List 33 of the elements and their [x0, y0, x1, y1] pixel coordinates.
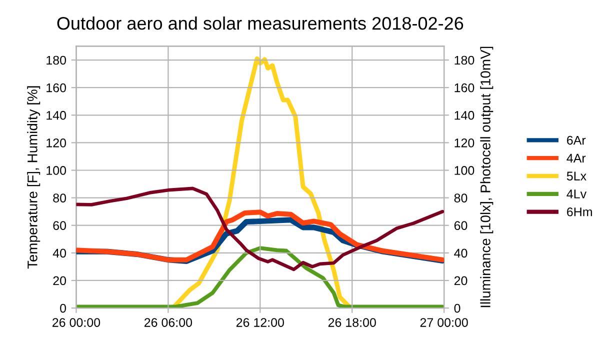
y-tick-label: 80 — [53, 194, 66, 202]
y-tick-label: 180 — [46, 56, 66, 65]
y-tick-label: 40 — [52, 248, 66, 258]
y2-axis-title: Illuminance [10lx], Photocell output [10mV] — [480, 46, 494, 308]
y2-tick-label: 120 — [454, 138, 474, 148]
y-tick-label: 140 — [46, 110, 66, 120]
y2-tick-label: 180 — [454, 56, 474, 65]
legend-label: 5Lx — [566, 172, 586, 180]
legend-label: 4Ar — [566, 154, 586, 162]
chart-title: Outdoor aero and solar measurements 2018-02-26 — [57, 16, 464, 30]
y2-tick-label: 0 — [454, 304, 460, 313]
y-tick-label: 20 — [53, 276, 66, 286]
x-tick-label: 26 18:00 — [328, 318, 376, 327]
legend-label: 6Ar — [567, 136, 586, 145]
y2-tick-label: 40 — [454, 248, 468, 258]
x-tick-label: 26 00:00 — [52, 318, 100, 327]
y2-tick-label: 100 — [454, 166, 474, 175]
legend-label: 6Hm — [567, 207, 592, 216]
y2-tick-label: 80 — [454, 194, 468, 202]
y-tick-label: 0 — [60, 304, 66, 313]
legend-label: 4Lv — [566, 190, 586, 198]
y-tick-label: 100 — [46, 166, 66, 175]
x-tick-label: 26 06:00 — [144, 318, 192, 327]
y-tick-label: 160 — [46, 83, 66, 92]
y2-tick-label: 140 — [454, 110, 474, 120]
y-axis-title: Temperature [F], Humidity [%] — [27, 86, 40, 269]
x-tick-label: 27 00:00 — [420, 318, 468, 327]
x-tick-label: 26 12:00 — [236, 318, 284, 327]
y2-tick-label: 160 — [454, 83, 474, 92]
y2-tick-label: 60 — [454, 221, 468, 230]
y-tick-label: 60 — [53, 221, 66, 230]
y-tick-label: 120 — [46, 138, 66, 148]
y2-tick-label: 20 — [454, 276, 468, 286]
